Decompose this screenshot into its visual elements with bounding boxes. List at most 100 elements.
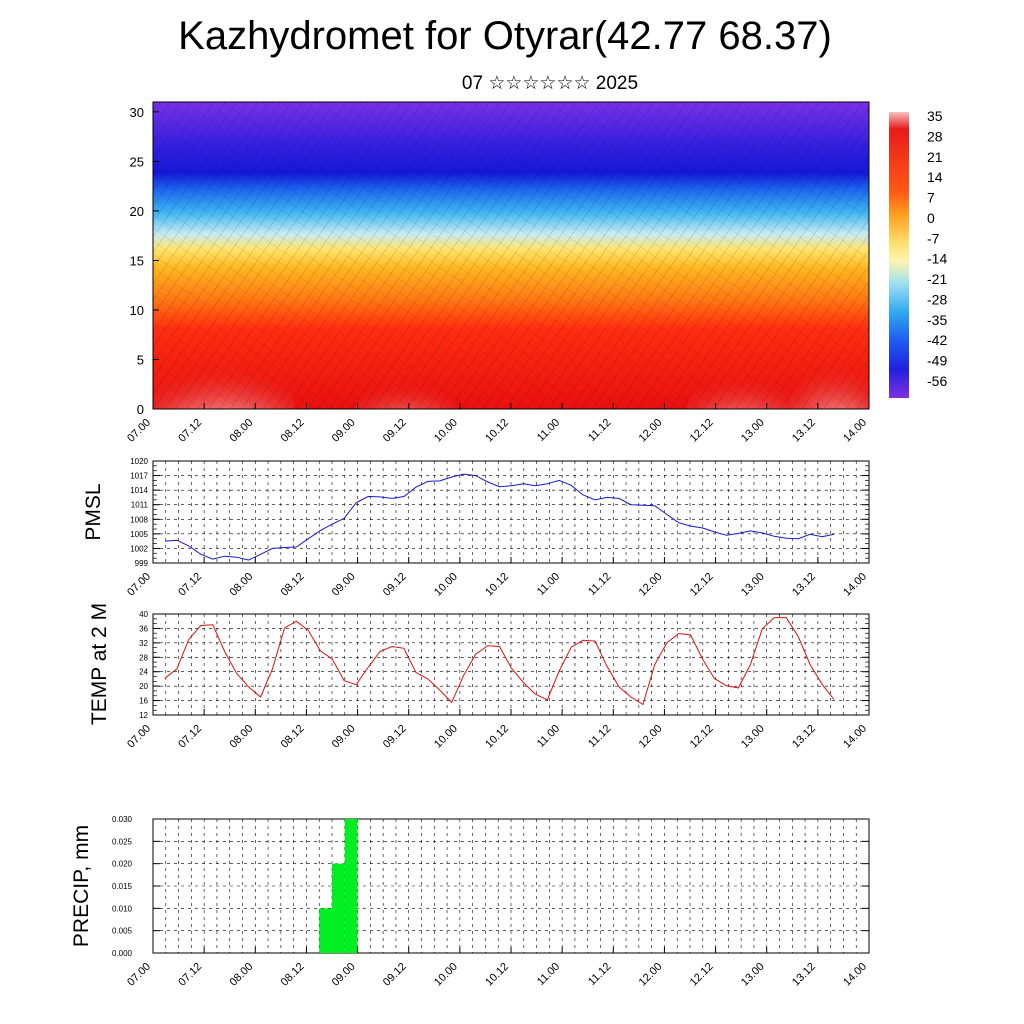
cross-y-tick-label: 30 <box>130 105 144 120</box>
x-tick-label: 09.00 <box>330 723 358 751</box>
x-tick-label: 10.12 <box>483 961 511 989</box>
temp-y-tick-label: 24 <box>139 668 148 677</box>
x-tick-label: 11.00 <box>535 417 562 444</box>
colorbar-label: -42 <box>927 332 947 348</box>
pmsl-y-tick-label: 1005 <box>130 530 148 539</box>
wind-barbs-layer-2 <box>153 102 869 409</box>
x-tick-label: 11.00 <box>535 723 562 750</box>
pmsl-grid <box>153 461 869 563</box>
x-tick-label: 09.12 <box>381 723 409 751</box>
cross-y-tick-label: 10 <box>130 303 144 318</box>
x-tick-label: 08.00 <box>227 571 255 599</box>
colorbar-label: -21 <box>927 271 947 287</box>
x-tick-label: 07.00 <box>125 961 153 989</box>
x-tick-label: 08.12 <box>279 417 307 445</box>
x-tick-label: 08.12 <box>279 723 307 751</box>
precip-ylabel: PRECIP, mm <box>70 825 93 947</box>
colorbar-label: -14 <box>927 251 947 267</box>
colorbar-label: -7 <box>927 230 940 246</box>
x-tick-label: 09.00 <box>330 417 358 445</box>
x-tick-label: 07.00 <box>125 723 153 751</box>
x-tick-label: 10.00 <box>432 571 460 599</box>
x-tick-label: 07.00 <box>125 571 153 599</box>
x-tick-label: 10.00 <box>432 723 460 751</box>
x-tick-label: 08.12 <box>279 961 307 989</box>
x-tick-label: 09.00 <box>330 571 358 599</box>
x-tick-label: 13.00 <box>739 571 767 599</box>
colorbar-labels: 35 28 21 14 7 0 -7 -14 -21 -28 -35 -42 -49 -56 <box>927 108 947 389</box>
x-tick-label: 13.00 <box>739 723 767 751</box>
x-tick-label: 11.12 <box>586 723 613 750</box>
pmsl-y-tick-label: 1014 <box>130 486 148 495</box>
x-tick-label: 14.00 <box>841 961 869 989</box>
colorbar-label: -49 <box>927 353 947 369</box>
x-tick-label: 10.12 <box>483 417 511 445</box>
x-tick-label: 11.00 <box>535 571 562 598</box>
temp-panel: 40 36 32 28 24 20 16 12 07.00 07.12 08.00 08.12 09.… <box>88 603 870 751</box>
temp-y-tick-label: 28 <box>139 653 148 662</box>
temp-y-tick-label: 36 <box>139 624 148 633</box>
x-tick-label: 12.00 <box>637 417 665 445</box>
temp-y-tick-label: 40 <box>139 610 148 619</box>
x-tick-label: 13.12 <box>790 417 818 445</box>
x-tick-label: 12.00 <box>637 961 665 989</box>
x-tick-label: 12.12 <box>688 723 716 751</box>
precip-y-tick-label: 0.000 <box>112 949 133 958</box>
colorbar-label: 7 <box>927 190 935 206</box>
colorbar-label: 0 <box>927 210 935 226</box>
pmsl-y-tick-label: 1011 <box>131 501 149 510</box>
precip-bars <box>319 819 358 953</box>
precip-y-tick-label: 0.025 <box>112 837 133 846</box>
cross-y-tick-label: 20 <box>130 204 144 219</box>
x-tick-label: 14.00 <box>841 723 869 751</box>
chart-subtitle: 07 ☆☆☆☆☆☆ 2025 <box>461 73 639 94</box>
x-tick-label: 13.12 <box>790 571 818 599</box>
cross-y-tick-label: 0 <box>137 402 144 417</box>
temp-y-tick-label: 16 <box>139 697 148 706</box>
precip-bar <box>344 819 358 953</box>
x-tick-label: 11.12 <box>586 961 613 988</box>
x-tick-label: 11.00 <box>535 961 562 988</box>
pmsl-y-tick-label: 999 <box>135 559 149 568</box>
precip-y-tick-label: 0.020 <box>112 860 133 869</box>
x-tick-label: 12.12 <box>688 417 716 445</box>
x-tick-label: 09.00 <box>330 961 358 989</box>
x-tick-label: 09.12 <box>381 417 409 445</box>
x-tick-label: 08.00 <box>227 961 255 989</box>
x-tick-label: 13.00 <box>739 417 767 445</box>
x-tick-label: 08.00 <box>227 417 255 445</box>
precip-y-axis: 0.030 0.025 0.020 0.015 0.010 0.005 0.000 <box>112 815 869 958</box>
x-tick-label: 11.12 <box>586 417 613 444</box>
temp-ylabel: TEMP at 2 M <box>88 603 111 725</box>
pmsl-y-tick-label: 1002 <box>130 544 148 553</box>
x-tick-label: 08.12 <box>279 571 307 599</box>
temp-y-axis: 40 36 32 28 24 20 16 12 <box>139 610 869 720</box>
colorbar-label: 14 <box>927 169 943 185</box>
pmsl-y-axis: 1020 1017 1014 1011 1008 1005 1002 999 <box>130 457 869 568</box>
cross-y-tick-label: 5 <box>137 352 144 367</box>
chart-title: Kazhydromet for Otyrar(42.77 68.37) <box>178 14 832 58</box>
temp-series-line <box>164 617 835 706</box>
x-tick-label: 13.12 <box>790 961 818 989</box>
cross-y-tick-label: 25 <box>130 154 144 169</box>
x-tick-label: 09.12 <box>381 571 409 599</box>
cross-section-y-axis: 0 5 10 15 20 25 30 <box>130 105 159 417</box>
x-tick-label: 13.00 <box>739 961 767 989</box>
x-tick-label: 07.12 <box>176 571 204 599</box>
precip-y-tick-label: 0.015 <box>112 882 133 891</box>
precip-y-tick-label: 0.030 <box>112 815 133 824</box>
precip-grid <box>153 819 869 953</box>
cross-y-tick-label: 15 <box>130 253 144 268</box>
x-tick-label: 14.00 <box>841 417 869 445</box>
x-tick-label: 07.12 <box>176 417 204 445</box>
temp-y-tick-label: 20 <box>139 682 148 691</box>
colorbar-label: 28 <box>927 128 943 144</box>
colorbar-label: -28 <box>927 291 947 307</box>
pmsl-y-tick-label: 1017 <box>130 472 148 481</box>
precip-bar <box>319 908 332 953</box>
x-tick-label: 09.12 <box>381 961 409 989</box>
x-tick-label: 12.00 <box>637 571 665 599</box>
x-tick-label: 10.12 <box>483 571 511 599</box>
colorbar: 35 28 21 14 7 0 -7 -14 -21 -28 -35 -42 -49 -56 <box>889 108 947 398</box>
